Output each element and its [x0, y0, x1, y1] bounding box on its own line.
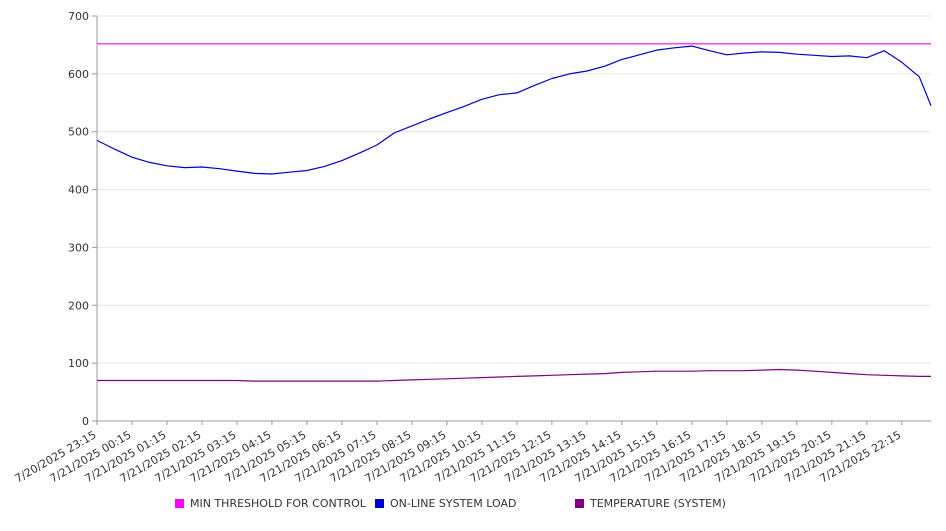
y-tick-label: 500 — [68, 126, 89, 139]
legend-swatch-online-system-load — [375, 499, 384, 508]
y-tick-label: 100 — [68, 357, 89, 370]
grid — [97, 15, 931, 364]
series-line-temperature-system — [97, 368, 931, 382]
axes — [92, 15, 931, 425]
y-tick-label: 600 — [68, 68, 89, 81]
legend-item-min-threshold: MIN THRESHOLD FOR CONTROL — [175, 497, 366, 510]
y-tick-label: 0 — [82, 415, 89, 428]
y-tick-label: 400 — [68, 184, 89, 197]
y-tick-label: 300 — [68, 241, 89, 254]
legend-swatch-temperature — [575, 499, 584, 508]
legend-item-online-system-load: ON-LINE SYSTEM LOAD — [375, 497, 516, 510]
series-line-on-line-system-load — [96, 45, 932, 175]
chart-legend: MIN THRESHOLD FOR CONTROL ON-LINE SYSTEM… — [0, 497, 946, 515]
series-lines — [96, 43, 932, 382]
legend-swatch-min-threshold — [175, 499, 184, 508]
y-tick-labels: 0 100 200 300 400 500 600 700 — [68, 10, 89, 428]
legend-item-temperature: TEMPERATURE (SYSTEM) — [575, 497, 726, 510]
x-tick-labels: 7/20/2025 23:157/21/2025 00:157/21/2025 … — [13, 428, 904, 485]
y-tick-label: 200 — [68, 299, 89, 312]
legend-label-min-threshold: MIN THRESHOLD FOR CONTROL — [190, 497, 366, 510]
legend-label-online-system-load: ON-LINE SYSTEM LOAD — [390, 497, 517, 510]
y-tick-label: 700 — [68, 10, 89, 23]
legend-label-temperature: TEMPERATURE (SYSTEM) — [590, 497, 726, 510]
